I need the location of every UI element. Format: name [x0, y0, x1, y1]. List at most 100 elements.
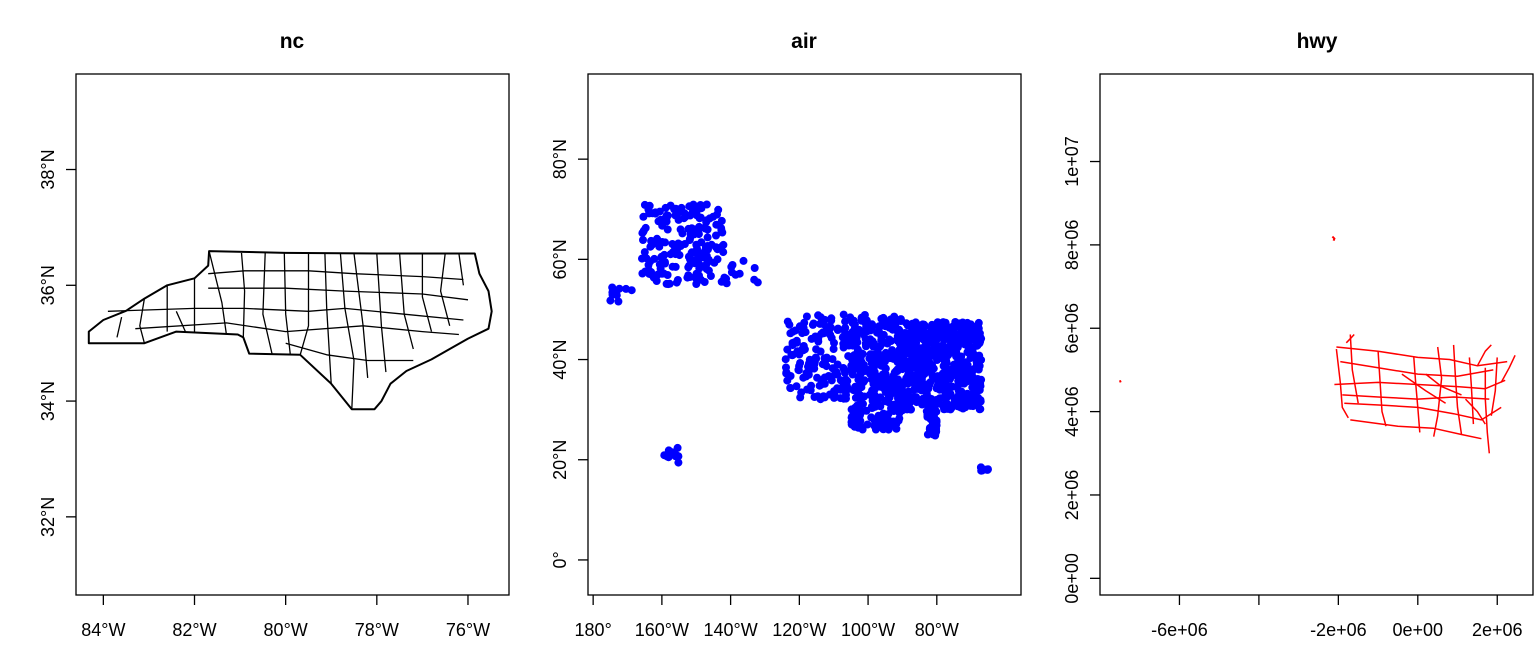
y-tick-label: 8e+06	[1062, 220, 1082, 271]
panel-title: air	[791, 30, 817, 53]
airport-point	[904, 371, 912, 380]
airport-point	[661, 238, 669, 247]
plot-frame	[587, 73, 1022, 596]
airport-point	[680, 240, 689, 248]
airport-point	[701, 224, 710, 233]
airport-point	[963, 366, 972, 375]
plot-frame	[1099, 73, 1534, 596]
airport-point	[946, 405, 955, 414]
y-tick-label: 60°N	[550, 239, 570, 279]
airport-point	[820, 315, 829, 324]
airport-point	[700, 262, 709, 271]
y-tick-label: 6e+06	[1062, 303, 1082, 354]
airport-point	[977, 375, 986, 384]
highway-line	[1468, 357, 1475, 425]
airport-point	[782, 368, 791, 377]
airport-point	[862, 336, 871, 345]
airport-point	[890, 312, 899, 321]
highway-line	[1484, 367, 1491, 454]
airport-point	[907, 327, 916, 336]
airport-point	[719, 240, 728, 249]
airport-point	[919, 396, 928, 405]
airport-point	[668, 448, 677, 457]
airport-point	[948, 382, 957, 391]
airport-point	[872, 372, 881, 381]
airport-point	[805, 359, 813, 368]
airport-point	[663, 211, 672, 220]
airport-point	[786, 384, 795, 393]
airport-point	[824, 372, 833, 380]
county-boundary	[116, 316, 123, 338]
airport-point	[684, 263, 693, 272]
airport-point	[820, 354, 829, 363]
airport-point	[825, 390, 834, 399]
county-boundary	[324, 253, 332, 384]
airport-point	[950, 360, 959, 369]
airport-point	[945, 391, 954, 400]
highway-line	[1401, 373, 1446, 404]
airport-point	[958, 358, 966, 367]
county-boundary	[339, 253, 355, 410]
airport-point	[957, 375, 966, 384]
airport-point	[966, 320, 975, 329]
airport-point	[909, 348, 918, 357]
airport-point	[868, 393, 877, 401]
airport-point	[854, 422, 862, 430]
airport-point	[638, 269, 647, 278]
panel-title: hwy	[1297, 30, 1338, 53]
highway-line	[1340, 360, 1494, 377]
airport-point	[874, 350, 883, 359]
airport-point	[838, 333, 847, 342]
plot-frame	[75, 73, 510, 596]
airport-point	[641, 223, 650, 232]
airport-point	[954, 330, 963, 339]
airport-point	[706, 272, 715, 280]
airport-point	[856, 395, 865, 404]
airport-point	[852, 355, 861, 363]
airport-point	[812, 345, 821, 354]
y-tick-label: 0°	[550, 551, 570, 568]
state-outline	[87, 250, 493, 411]
airport-point	[813, 392, 822, 401]
airport-point	[883, 423, 891, 432]
county-boundary	[208, 287, 469, 301]
y-tick-label: 38°N	[38, 149, 58, 189]
airport-point	[869, 403, 878, 412]
airport-point	[673, 276, 682, 284]
airport-point	[874, 322, 883, 331]
airport-point	[814, 337, 823, 346]
airport-point	[898, 365, 907, 374]
airport-point	[710, 258, 719, 267]
airport-point	[932, 375, 940, 384]
airport-point	[670, 205, 679, 214]
airport-point	[826, 330, 835, 339]
airport-point	[935, 394, 944, 403]
airport-point	[887, 337, 895, 345]
x-tick-label: 0e+00	[1393, 620, 1444, 640]
airport-point	[952, 352, 961, 361]
airport-point	[693, 247, 702, 256]
highway-line	[1335, 349, 1349, 419]
county-boundary	[285, 342, 414, 362]
highway-line	[1345, 333, 1355, 344]
airport-point	[848, 370, 857, 379]
airport-point	[871, 384, 879, 393]
airport-point	[871, 425, 880, 434]
airport-point	[839, 394, 848, 403]
highway-line	[1350, 419, 1482, 440]
airport-point	[851, 403, 860, 412]
airport-point	[918, 320, 927, 329]
highway-line	[1331, 235, 1336, 242]
airport-point	[834, 324, 842, 333]
airport-point	[829, 345, 838, 353]
airport-point	[944, 335, 953, 344]
airport-point	[917, 362, 926, 371]
airport-point	[781, 355, 790, 364]
x-tick-label: 160°W	[635, 620, 689, 640]
highway-line	[1118, 379, 1122, 383]
highway-line	[1377, 351, 1387, 427]
airport-point	[840, 386, 849, 395]
y-tick-label: 36°N	[38, 265, 58, 305]
airport-point	[915, 344, 924, 353]
